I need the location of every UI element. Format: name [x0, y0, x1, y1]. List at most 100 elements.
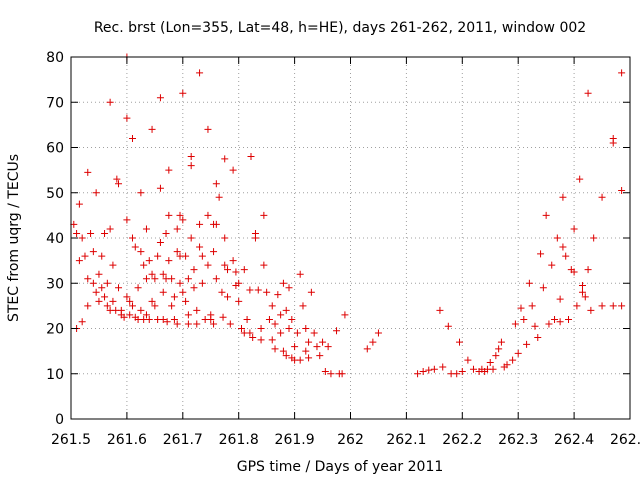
data-point	[551, 315, 559, 323]
data-point	[618, 186, 626, 194]
data-point	[321, 367, 329, 375]
data-point	[162, 229, 170, 237]
x-tick-labels: 261.5 261.6 261.7 261.8 261.9 262 262.1 262.2 26…	[51, 432, 640, 448]
data-point	[204, 261, 212, 269]
data-point	[492, 352, 500, 360]
data-point	[235, 279, 243, 287]
data-point	[187, 162, 195, 170]
data-point	[310, 329, 318, 337]
data-point	[251, 234, 259, 242]
data-point	[75, 257, 83, 265]
data-point	[246, 286, 254, 294]
data-point	[115, 284, 123, 292]
data-point	[489, 365, 497, 373]
data-point	[210, 320, 218, 328]
data-point	[520, 315, 528, 323]
data-point	[151, 275, 159, 283]
y-tick-label: 30	[46, 276, 64, 292]
data-point	[279, 279, 287, 287]
data-point	[517, 304, 525, 312]
data-point	[584, 266, 592, 274]
data-point	[509, 356, 517, 364]
x-tick-label: 262	[337, 432, 364, 448]
data-point	[430, 365, 438, 373]
data-point	[274, 291, 282, 299]
data-point	[193, 320, 201, 328]
data-point	[495, 345, 503, 353]
data-point	[288, 315, 296, 323]
data-point	[109, 261, 117, 269]
data-point	[240, 266, 248, 274]
data-point	[159, 270, 167, 278]
data-point	[299, 302, 307, 310]
data-point	[196, 243, 204, 251]
data-point	[148, 125, 156, 133]
data-point	[187, 153, 195, 161]
data-point	[425, 366, 433, 374]
data-point	[296, 356, 304, 364]
data-point	[363, 345, 371, 353]
data-point	[137, 248, 145, 256]
data-point	[453, 370, 461, 378]
data-point	[87, 229, 95, 237]
data-point	[163, 318, 171, 326]
data-point	[218, 288, 226, 296]
data-point	[170, 293, 178, 301]
data-point	[548, 261, 556, 269]
data-point	[609, 139, 617, 147]
y-tick-label: 80	[46, 50, 64, 66]
data-point	[296, 270, 304, 278]
data-point	[260, 261, 268, 269]
data-point	[229, 166, 237, 174]
y-tick-label: 70	[46, 95, 64, 111]
data-point	[145, 315, 153, 323]
data-point	[559, 243, 567, 251]
data-point	[89, 279, 97, 287]
data-point	[179, 288, 187, 296]
data-point	[196, 69, 204, 77]
data-points	[70, 53, 626, 378]
data-point	[148, 297, 156, 305]
data-point	[128, 302, 136, 310]
x-tick-label: 261.9	[275, 432, 315, 448]
data-point	[212, 180, 220, 188]
data-point	[486, 358, 494, 366]
data-point	[145, 257, 153, 265]
data-point	[123, 114, 131, 122]
data-point	[210, 248, 218, 256]
data-point	[570, 268, 578, 276]
data-point	[282, 306, 290, 314]
data-point	[179, 216, 187, 224]
data-point	[338, 370, 346, 378]
data-point	[374, 329, 382, 337]
data-point	[598, 193, 606, 201]
y-axis-label: STEC from uqrg / TECUs	[6, 154, 22, 322]
x-tick-label: 262.3	[498, 432, 538, 448]
data-point	[469, 365, 477, 373]
data-point	[176, 211, 184, 219]
y-tick-label: 10	[46, 367, 64, 383]
data-point	[184, 275, 192, 283]
data-point	[439, 363, 447, 371]
x-tick-label: 262.2	[442, 432, 482, 448]
data-point	[584, 89, 592, 97]
data-point	[539, 284, 547, 292]
data-point	[229, 257, 237, 265]
data-point	[207, 315, 215, 323]
data-point	[271, 345, 279, 353]
data-point	[95, 270, 103, 278]
data-point	[204, 211, 212, 219]
data-point	[109, 297, 117, 305]
data-point	[598, 302, 606, 310]
data-point	[221, 234, 229, 242]
data-point	[235, 297, 243, 305]
data-point	[142, 275, 150, 283]
data-point	[265, 315, 273, 323]
data-point	[101, 229, 109, 237]
data-point	[113, 175, 121, 183]
data-point	[134, 284, 142, 292]
data-point	[95, 297, 103, 305]
data-point	[534, 334, 542, 342]
